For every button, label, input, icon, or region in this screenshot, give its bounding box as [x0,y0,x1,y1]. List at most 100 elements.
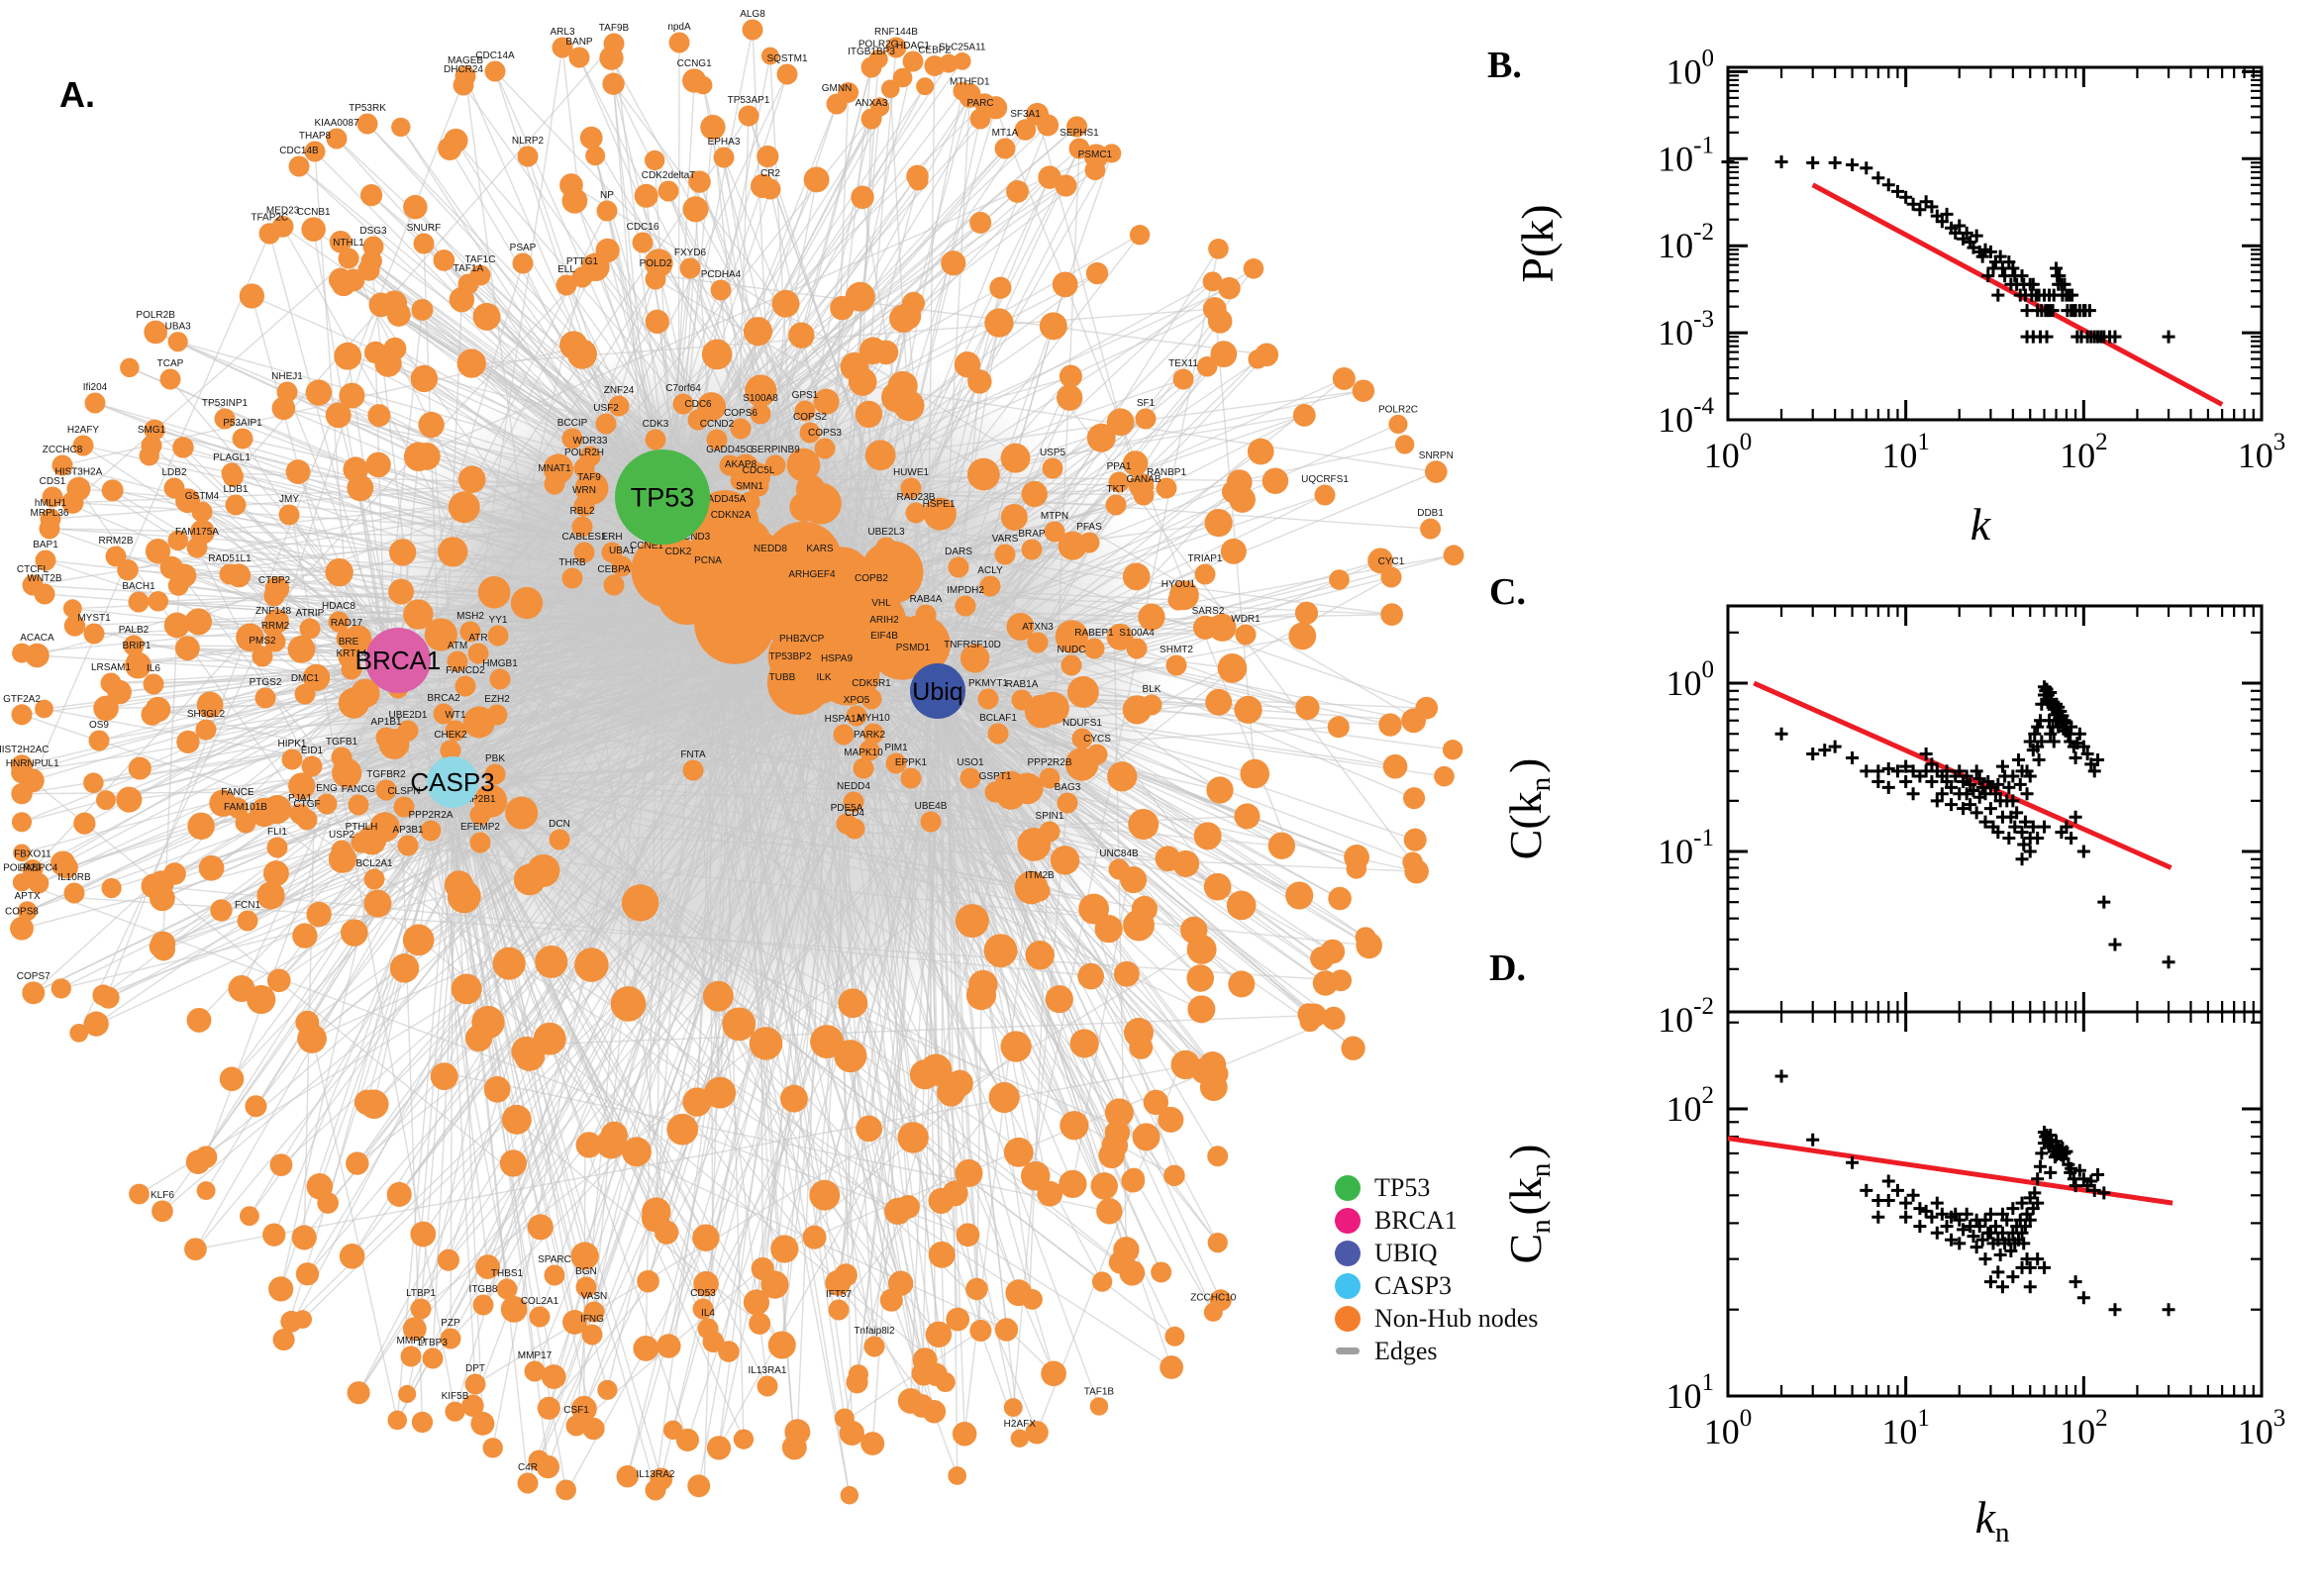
network-node [1113,960,1140,987]
node-label: EPPK1 [895,757,928,768]
network-node [453,74,474,96]
network-node [457,465,486,494]
node-label: RNF144B [874,27,918,38]
network-node [411,298,434,321]
network-node [873,625,895,647]
network-node [955,1158,983,1188]
network-node [843,791,864,813]
node-label: NTHL1 [333,238,364,249]
network-node [713,147,735,168]
network-node [922,1400,947,1424]
data-point [2006,794,2020,808]
network-node [172,437,194,458]
node-label: FBXO11 [14,848,51,859]
node-label: AP1B1 [370,717,402,728]
node-label: GSPT1 [979,771,1012,782]
node-label: MYST1 [77,613,111,624]
network-node [149,870,174,896]
node-label: FAM101B [224,802,267,813]
network-node [1207,1146,1229,1167]
node-label: IFT57 [826,1289,853,1300]
network-node [1000,443,1031,473]
network-node [294,683,316,705]
node-label: RRM2 [261,621,290,632]
node-label: BLK [1143,684,1162,695]
node-label: CDK2 [665,547,692,557]
network-node [356,113,378,135]
network-node [813,388,840,415]
node-label: CCND3 [676,532,711,543]
node-label: MNAT1 [538,463,571,474]
network-node [556,274,577,296]
network-node [483,1075,511,1103]
network-node [1021,539,1043,560]
node-label: ACACA [20,633,54,644]
network-node [702,980,734,1012]
data-point [2053,269,2067,283]
node-label: CTBP2 [258,575,291,586]
data-point [2044,1165,2058,1179]
node-label: TFAP2C [251,213,288,224]
network-node [989,276,1012,299]
node-label: YY1 [489,615,508,626]
network-node [750,403,771,425]
network-node [879,1288,903,1312]
node-label: MSH2 [456,611,484,622]
network-node [552,37,573,58]
network-node [348,794,369,816]
node-label: ILK [816,672,831,683]
node-label: LTBP3 [418,1338,448,1348]
node-label: Tnfaip8l2 [854,1326,895,1337]
node-label: OS9 [89,720,109,731]
node-label: LDB1 [223,484,248,495]
network-node [363,889,392,918]
data-point [2076,845,2090,858]
data-point [2017,1237,2031,1250]
data-point [1806,747,1820,760]
network-node [237,910,258,932]
network-node [1247,438,1274,465]
data-point [2084,1174,2098,1188]
node-label: USF2 [593,403,619,414]
network-node [984,781,1006,803]
network-node [682,759,704,781]
node-label: CD4 [845,808,864,819]
data-point [1953,1237,1967,1250]
node-label: AKAP8 [725,459,758,470]
network-node [858,740,880,761]
network-node [151,931,176,956]
node-label: BRE [339,637,359,648]
data-point [2023,769,2037,783]
node-label: GTF2A2 [3,694,41,705]
network-node [1071,728,1093,749]
data-point [1899,1210,1913,1224]
data-point [1983,1275,1997,1289]
node-label: C7orf64 [665,383,701,394]
node-label: UQCRFS1 [1301,474,1349,485]
network-node [403,599,434,630]
network-node [11,812,33,833]
network-node [595,1128,627,1159]
network-node [948,556,969,578]
network-node [873,641,895,662]
node-label: RAB1A [1006,679,1039,690]
data-point [1930,794,1944,808]
network-node [559,173,583,197]
hub-node-ubiq [910,663,965,719]
network-node [719,454,741,476]
data-point [1881,761,1895,775]
node-label: ZNF148 [255,606,292,617]
node-label: PPP2R2B [1027,757,1071,768]
network-node [912,1347,938,1373]
network-node [128,756,152,780]
network-node [1006,179,1029,203]
data-point [2076,740,2090,753]
network-node [448,491,480,524]
network-node [826,93,848,115]
network-node [602,72,625,95]
network-node [250,797,279,828]
network-node [1341,1036,1365,1060]
network-node [880,79,900,99]
network-node [196,691,224,719]
network-node [25,643,50,668]
